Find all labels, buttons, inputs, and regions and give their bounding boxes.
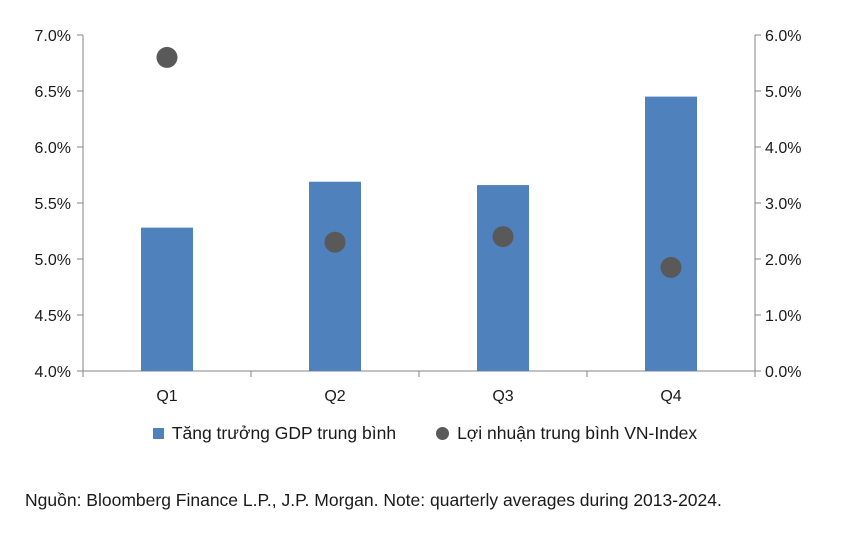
right-tick-label: 1.0% — [765, 308, 801, 325]
right-tick-label: 6.0% — [765, 28, 801, 45]
x-tick-label: Q4 — [660, 388, 681, 405]
vnindex-dots — [156, 46, 682, 278]
legend-item-vnindex: Lợi nhuận trung bình VN-Index — [436, 423, 697, 444]
gdp-bar — [477, 185, 529, 371]
legend-swatch-dot — [436, 427, 450, 440]
legend-label-vnindex: Lợi nhuận trung bình VN-Index — [457, 423, 698, 443]
left-tick-label: 6.0% — [35, 140, 71, 157]
left-tick-label: 5.5% — [35, 196, 71, 213]
x-tick-label: Q1 — [156, 388, 177, 405]
right-y-axis: 0.0% 1.0% 2.0% 3.0% 4.0% 5.0% 6.0% — [754, 28, 801, 381]
x-tick-label: Q2 — [324, 388, 345, 405]
gdp-bar — [645, 96, 697, 371]
legend-label-gdp: Tăng trưởng GDP trung bình — [171, 423, 397, 443]
right-tick-label: 0.0% — [765, 364, 801, 381]
right-tick-label: 5.0% — [765, 84, 801, 101]
x-axis: Q1 Q2 Q3 Q4 — [82, 370, 756, 405]
vnindex-dot — [492, 226, 514, 248]
source-note: Nguồn: Bloomberg Finance L.P., J.P. Morg… — [25, 490, 722, 510]
right-tick-label: 4.0% — [765, 140, 801, 157]
vnindex-dot — [324, 231, 346, 253]
gdp-bars — [141, 96, 697, 371]
legend-item-gdp: Tăng trưởng GDP trung bình — [152, 423, 397, 444]
chart-legend: Tăng trưởng GDP trung bình Lợi nhuận tru… — [0, 423, 850, 444]
vnindex-dot — [156, 46, 178, 68]
left-tick-label: 4.0% — [35, 364, 71, 381]
gdp-bar — [309, 181, 361, 371]
combo-chart: 4.0% 4.5% 5.0% 5.5% 6.0% 6.5% 7.0% 0.0% 1.0% 2.0… — [35, 28, 802, 405]
left-tick-label: 4.5% — [35, 308, 71, 325]
left-y-axis: 4.0% 4.5% 5.0% 5.5% 6.0% 6.5% 7.0% — [35, 28, 84, 381]
left-tick-label: 5.0% — [35, 252, 71, 269]
vnindex-dot — [660, 256, 682, 278]
left-tick-label: 7.0% — [35, 28, 71, 45]
x-tick-label: Q3 — [492, 388, 513, 405]
legend-swatch-bar — [152, 428, 164, 439]
left-tick-label: 6.5% — [35, 84, 71, 101]
gdp-bar — [141, 227, 193, 371]
right-tick-label: 3.0% — [765, 196, 801, 213]
right-tick-label: 2.0% — [765, 252, 801, 269]
